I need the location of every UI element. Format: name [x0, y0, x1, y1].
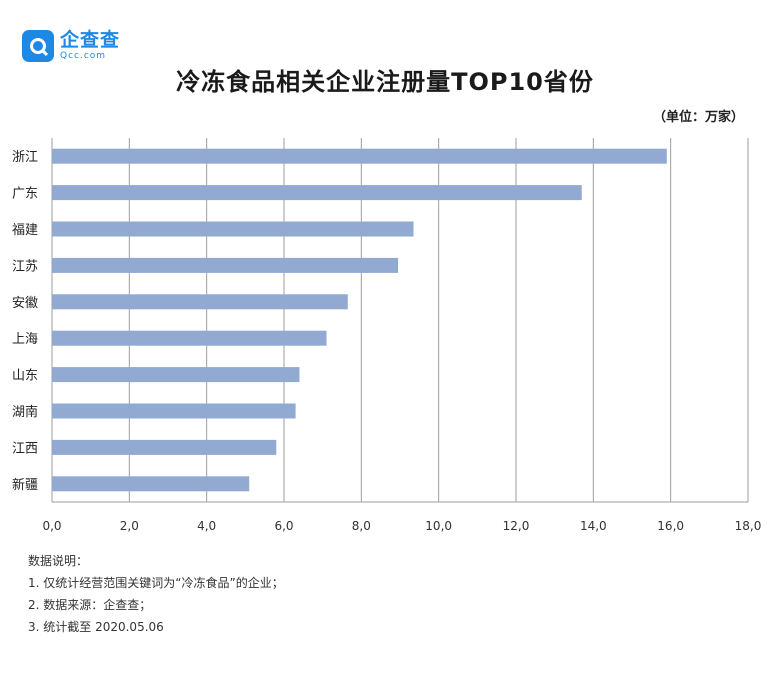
- qcc-logo: 企查查 Qcc.com: [22, 30, 120, 62]
- x-tick-label: 14,0: [580, 519, 607, 533]
- data-notes: 数据说明： 1. 仅统计经营范围关键词为“冷冻食品”的企业； 2. 数据来源：企…: [28, 550, 284, 638]
- bar: [52, 403, 296, 419]
- x-tick-label: 8,0: [352, 519, 371, 533]
- bar: [52, 439, 277, 455]
- bar: [52, 221, 414, 237]
- x-tick-label: 12,0: [503, 519, 530, 533]
- x-tick-label: 10,0: [425, 519, 452, 533]
- notes-item: 1. 仅统计经营范围关键词为“冷冻食品”的企业；: [28, 576, 284, 590]
- bar: [52, 148, 667, 164]
- bar: [52, 185, 582, 201]
- x-tick-label: 4,0: [197, 519, 216, 533]
- category-label: 新疆: [12, 477, 38, 493]
- unit-label: （单位：万家）: [652, 110, 744, 125]
- notes-item: 3. 统计截至 2020.05.06: [28, 620, 164, 634]
- notes-item: 2. 数据来源：企查查；: [28, 598, 152, 612]
- x-tick-label: 18,0: [735, 519, 762, 533]
- qcc-logo-icon: [22, 30, 54, 62]
- bar: [52, 257, 399, 273]
- category-label: 福建: [12, 223, 38, 238]
- category-label: 上海: [12, 332, 38, 347]
- bar: [52, 367, 300, 383]
- brand-name: 企查查: [60, 29, 121, 51]
- category-label: 浙江: [12, 150, 38, 165]
- x-tick-label: 0,0: [42, 519, 61, 533]
- category-label: 安徽: [12, 296, 38, 311]
- bar: [52, 476, 250, 492]
- x-tick-label: 16,0: [657, 519, 684, 533]
- category-label: 江苏: [12, 258, 38, 274]
- x-tick-label: 6,0: [274, 519, 293, 533]
- category-label: 广东: [12, 187, 38, 202]
- category-label: 山东: [12, 369, 38, 384]
- category-label: 江西: [12, 441, 38, 456]
- x-tick-label: 2,0: [120, 519, 139, 533]
- bar: [52, 294, 348, 310]
- category-label: 湖南: [12, 404, 38, 420]
- bar: [52, 330, 327, 346]
- notes-heading: 数据说明：: [28, 554, 89, 568]
- brand-sub: Qcc.com: [60, 51, 107, 61]
- chart-title: 冷冻食品相关企业注册量TOP10省份: [176, 68, 594, 96]
